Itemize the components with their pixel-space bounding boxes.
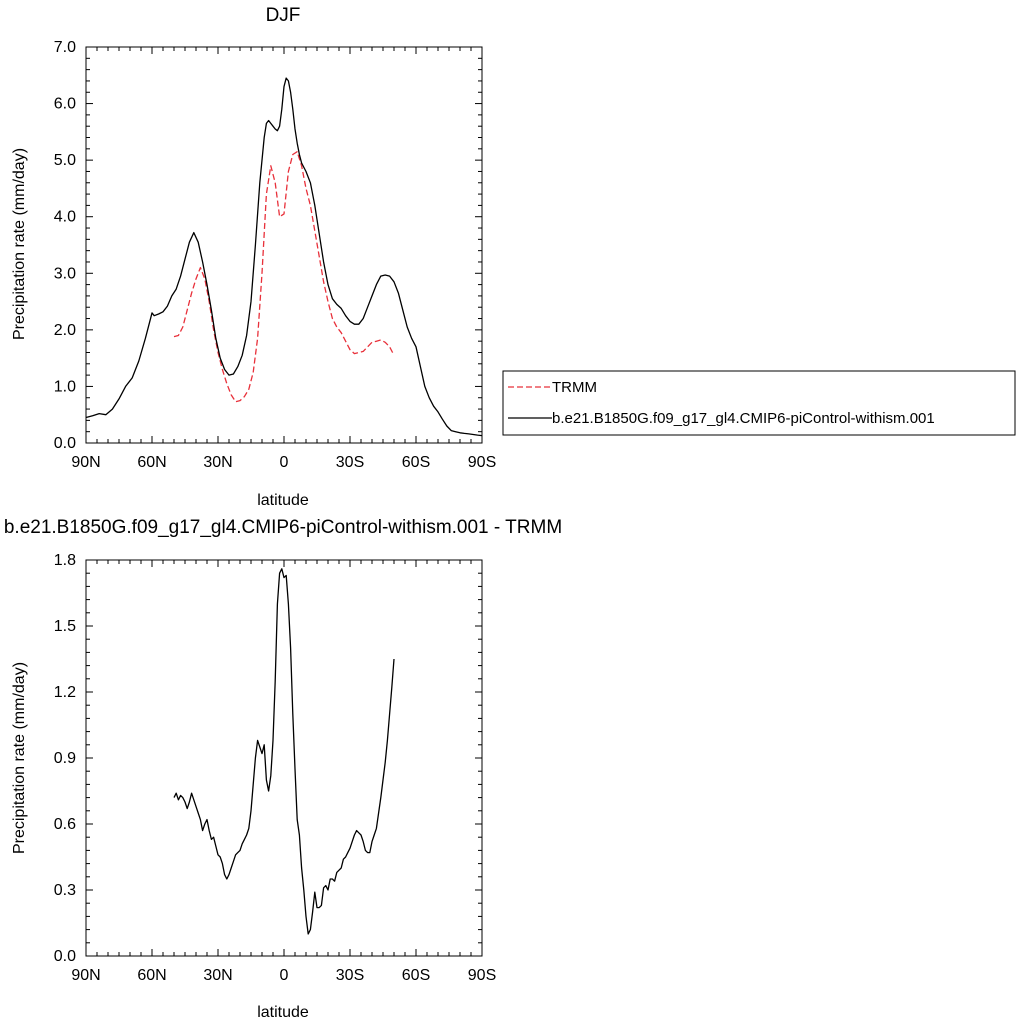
y-tick-label: 1.2 xyxy=(54,684,76,701)
x-tick-label: 30S xyxy=(336,967,364,984)
series-line-difference xyxy=(173,568,395,935)
axis-ticks: 90N 60N 30N 0 30S 60S 90S 0.0 0.3 0.6 0.9 1.2 1.5 1.8 xyxy=(54,552,496,984)
x-tick-label: 90S xyxy=(468,967,496,984)
plot-frame xyxy=(85,46,483,444)
series-group xyxy=(173,568,395,935)
x-axis-title: latitude xyxy=(257,1004,309,1021)
chart-panel-difference: b.e21.B1850G.f09_g17_gl4.CMIP6-piControl… xyxy=(4,517,562,1021)
x-tick-label: 60S xyxy=(402,967,430,984)
x-tick-label: 30N xyxy=(203,454,232,471)
series-group xyxy=(85,77,483,437)
y-tick-label: 7.0 xyxy=(54,39,76,56)
y-tick-label: 1.8 xyxy=(54,552,76,569)
chart-title: b.e21.B1850G.f09_g17_gl4.CMIP6-piControl… xyxy=(4,517,562,538)
x-tick-label: 30S xyxy=(336,454,364,471)
x-tick-label: 90N xyxy=(71,454,100,471)
x-tick-label: 30N xyxy=(203,967,232,984)
x-tick-label: 0 xyxy=(280,967,289,984)
y-tick-label: 1.0 xyxy=(54,378,76,395)
axis-ticks: 90N 60N 30N 0 30S 60S 90S 0.0 1.0 2.0 3.0 4.0 5.0 6.0… xyxy=(54,39,496,471)
y-tick-label: 6.0 xyxy=(54,96,76,113)
y-tick-label: 0.9 xyxy=(54,750,76,767)
y-tick-label: 1.5 xyxy=(54,618,76,635)
x-tick-label: 0 xyxy=(280,454,289,471)
y-tick-label: 0.0 xyxy=(54,948,76,965)
series-line-b-e21-b1850g-f09-g17-gl4-cmip6-picontrol-withism-001 xyxy=(85,77,483,437)
y-tick-label: 5.0 xyxy=(54,152,76,169)
y-tick-label: 0.0 xyxy=(54,435,76,452)
y-tick-label: 4.0 xyxy=(54,209,76,226)
y-tick-label: 3.0 xyxy=(54,265,76,282)
plot-frame xyxy=(85,559,483,957)
chart-title: DJF xyxy=(266,5,301,26)
legend: TRMM b.e21.B1850G.f09_g17_gl4.CMIP6-piCo… xyxy=(502,370,1016,436)
y-tick-label: 0.3 xyxy=(54,882,76,899)
legend-label-model: b.e21.B1850G.f09_g17_gl4.CMIP6-piControl… xyxy=(552,410,935,427)
y-axis-title: Precipitation rate (mm/day) xyxy=(11,662,28,854)
y-tick-label: 2.0 xyxy=(54,322,76,339)
y-axis-title: Precipitation rate (mm/day) xyxy=(11,148,28,340)
series-line-trmm xyxy=(173,151,395,403)
x-axis-title: latitude xyxy=(257,492,309,509)
x-tick-label: 60N xyxy=(137,967,166,984)
y-tick-label: 0.6 xyxy=(54,816,76,833)
x-tick-label: 90N xyxy=(71,967,100,984)
legend-frame xyxy=(502,370,1016,436)
legend-label-trmm: TRMM xyxy=(552,379,597,396)
x-tick-label: 60S xyxy=(402,454,430,471)
x-tick-label: 90S xyxy=(468,454,496,471)
chart-panel-djf: DJF latitude Precipitation rate (mm/day)… xyxy=(11,5,496,509)
x-tick-label: 60N xyxy=(137,454,166,471)
